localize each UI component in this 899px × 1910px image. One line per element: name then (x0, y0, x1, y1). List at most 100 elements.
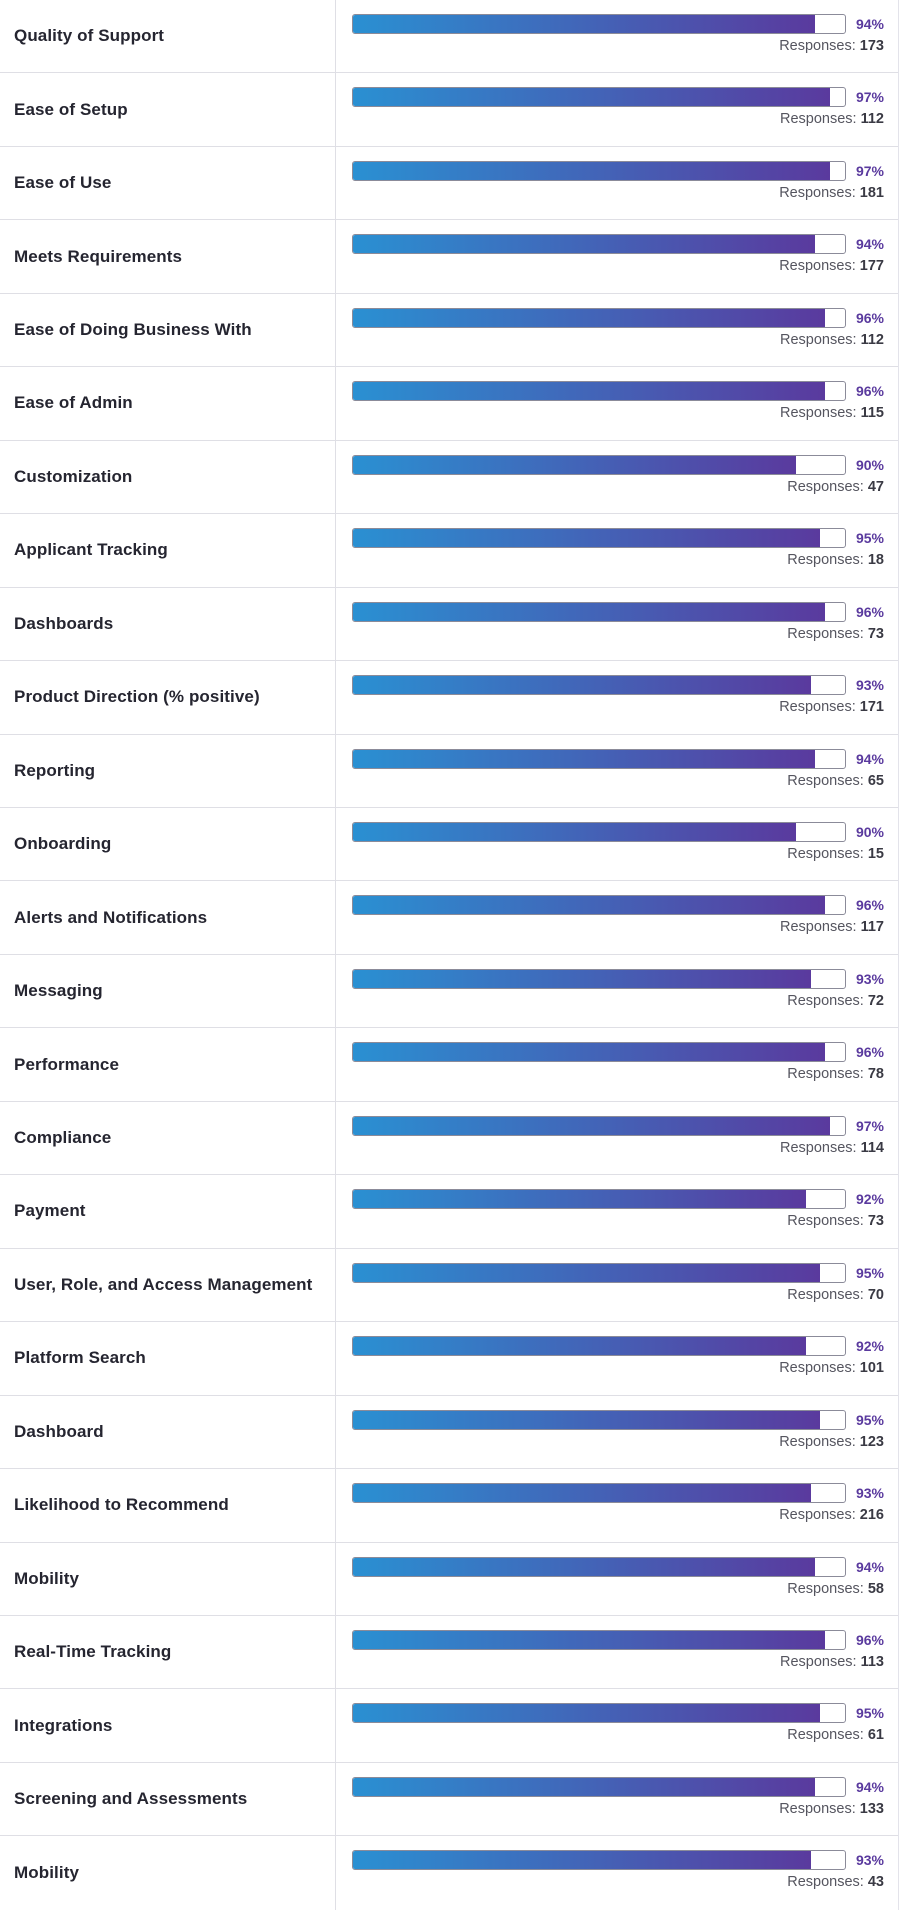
rating-bar-track (352, 1336, 846, 1357)
rating-label: Ease of Use (0, 146, 336, 220)
rating-bar-track (352, 1629, 846, 1650)
rating-bar-fill (353, 308, 826, 327)
rating-row: Customization 90% Responses: 47 (0, 440, 898, 515)
rating-bar-track (352, 601, 846, 622)
rating-bar-track (352, 895, 846, 916)
responses-label: Responses: (779, 1653, 861, 1670)
responses-count: 73 (867, 625, 884, 642)
rating-bar-fill (353, 15, 816, 33)
responses-label: Responses: (779, 111, 861, 128)
responses-label: Responses: (779, 331, 861, 348)
rating-percent: 90% (855, 823, 884, 840)
rating-row: Ease of Use 97% Responses: 181 (0, 146, 898, 221)
responses-count: 43 (867, 1874, 884, 1891)
responses-text: Responses: 78 (787, 1066, 884, 1082)
responses-label: Responses: (787, 845, 868, 862)
rating-value-cell: 90% Responses: 47 (336, 441, 898, 513)
rating-bar-track (352, 1409, 846, 1430)
rating-row: Likelihood to Recommend 93% Responses: 216 (0, 1469, 898, 1543)
responses-text: Responses: 43 (787, 1874, 884, 1890)
rating-row: Ease of Admin 96% Responses: 115 (0, 367, 898, 441)
rating-bar-fill (353, 1410, 821, 1429)
responses-text: Responses: 65 (787, 773, 884, 789)
rating-label: Platform Search (0, 1322, 336, 1395)
responses-label: Responses: (779, 1360, 860, 1377)
rating-bar-fill (353, 1337, 806, 1356)
rating-bar-fill (353, 676, 811, 695)
rating-percent: 95% (855, 1705, 884, 1722)
responses-count: 123 (859, 1433, 884, 1450)
rating-percent: 94% (855, 1778, 884, 1795)
rating-value-cell: 97% Responses: 112 (336, 73, 898, 145)
rating-percent: 97% (855, 162, 884, 179)
rating-value-cell: 96% Responses: 115 (336, 367, 898, 439)
responses-text: Responses: 113 (780, 1654, 884, 1670)
rating-row: User, Role, and Access Management 95% Resp… (0, 1248, 898, 1323)
responses-count: 78 (867, 1066, 884, 1083)
rating-bar-track (352, 1483, 846, 1504)
rating-value-cell: 96% Responses: 117 (336, 881, 898, 953)
rating-label: Integrations (0, 1689, 336, 1762)
rating-label: Quality of Support (0, 0, 336, 73)
rating-row: Messaging 93% Responses: 72 (0, 954, 898, 1029)
responses-count: 65 (867, 772, 884, 789)
rating-bar-fill (353, 161, 831, 180)
rating-label: Applicant Tracking (0, 514, 336, 587)
rating-label: Ease of Setup (0, 73, 336, 146)
responses-text: Responses: 15 (787, 846, 884, 862)
rating-percent: 97% (855, 89, 884, 106)
responses-label: Responses: (779, 38, 860, 54)
rating-percent: 97% (855, 1117, 884, 1134)
rating-value-cell: 93% Responses: 171 (336, 661, 898, 733)
rating-bar-fill (353, 455, 796, 474)
responses-text: Responses: 101 (779, 1360, 884, 1376)
rating-value-cell: 95% Responses: 70 (336, 1249, 898, 1321)
rating-bar-fill (353, 969, 811, 988)
responses-text: Responses: 61 (787, 1727, 884, 1743)
rating-bar-fill (353, 382, 826, 401)
responses-count: 15 (867, 845, 884, 862)
responses-count: 70 (867, 1286, 884, 1303)
responses-label: Responses: (787, 1286, 868, 1303)
rating-row: Meets Requirements 94% Responses: 177 (0, 220, 898, 294)
responses-label: Responses: (787, 1066, 868, 1083)
rating-bar-fill (353, 1190, 806, 1209)
rating-label: Onboarding (0, 807, 336, 881)
responses-text: Responses: 112 (780, 332, 884, 348)
rating-label: Reporting (0, 734, 336, 807)
responses-text: Responses: 216 (779, 1507, 884, 1523)
rating-bar-fill (353, 1484, 811, 1503)
responses-label: Responses: (779, 1507, 860, 1524)
rating-label: Messaging (0, 954, 336, 1028)
rating-label: Screening and Assessments (0, 1762, 336, 1836)
rating-row: Dashboard 95% Responses: 123 (0, 1395, 898, 1470)
responses-count: 133 (859, 1800, 884, 1817)
responses-text: Responses: 181 (779, 185, 884, 201)
rating-bar-fill (353, 529, 821, 548)
responses-label: Responses: (779, 919, 861, 936)
rating-bar-track (352, 307, 846, 328)
rating-value-cell: 93% Responses: 216 (336, 1469, 898, 1541)
responses-label: Responses: (787, 552, 868, 569)
rating-bar-track (352, 1262, 846, 1283)
rating-bar-track (352, 1115, 846, 1136)
responses-label: Responses: (787, 1874, 868, 1891)
rating-row: Mobility 94% Responses: 58 (0, 1542, 898, 1616)
rating-row: Platform Search 92% Responses: 101 (0, 1322, 898, 1396)
responses-label: Responses: (779, 1139, 861, 1156)
rating-label: Dashboard (0, 1395, 336, 1469)
rating-percent: 96% (855, 309, 884, 326)
rating-label: Dashboards (0, 587, 336, 661)
rating-bar-fill (353, 896, 826, 915)
rating-row: Performance 96% Responses: 78 (0, 1028, 898, 1102)
rating-percent: 95% (855, 1264, 884, 1281)
rating-bar-fill (353, 749, 816, 768)
responses-count: 181 (859, 184, 884, 201)
rating-label: Real-Time Tracking (0, 1615, 336, 1689)
responses-label: Responses: (779, 1433, 860, 1450)
rating-value-cell: 93% Responses: 72 (336, 955, 898, 1027)
rating-label: Product Direction (% positive) (0, 661, 336, 734)
responses-text: Responses: 177 (779, 258, 884, 274)
rating-bar-track (352, 1042, 846, 1063)
